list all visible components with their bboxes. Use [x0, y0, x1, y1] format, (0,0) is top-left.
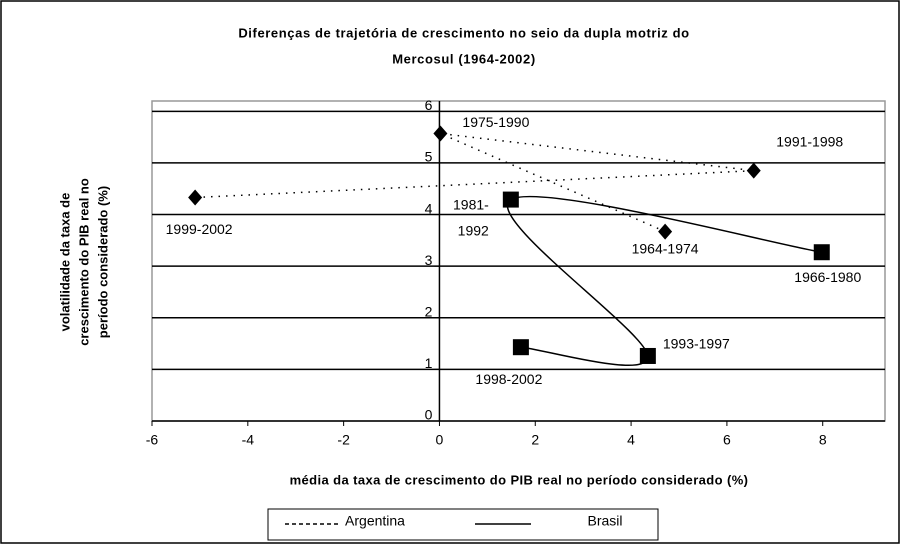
point-label: 1999-2002 — [166, 221, 233, 237]
chart-title: Mercosul (1964-2002) — [392, 51, 536, 66]
y-axis-label-line: crescimento do PIB real no — [76, 178, 91, 346]
marker — [502, 191, 519, 208]
legend-label: Argentina — [345, 513, 405, 529]
y-tick-label: 4 — [425, 200, 433, 216]
legend — [267, 508, 659, 541]
marker — [746, 162, 761, 179]
x-tick-label: 2 — [531, 432, 539, 448]
legend-label: Brasil — [587, 513, 622, 529]
point-label: 1992 — [458, 222, 489, 238]
y-tick-label: 3 — [425, 252, 433, 268]
chart-title: Diferenças de trajetória de crescimento … — [238, 25, 689, 40]
x-tick-label: 6 — [723, 432, 731, 448]
y-axis-label-line: período considerado (%) — [95, 186, 110, 338]
point-label: 1964-1974 — [632, 240, 699, 256]
y-tick-label: 1 — [425, 355, 433, 371]
y-axis-label: volatilidade da taxa de crescimento do P… — [57, 178, 110, 346]
point-label: 1991-1998 — [776, 133, 843, 149]
point-label: 1993-1997 — [663, 336, 730, 352]
marker — [188, 189, 203, 206]
point-label: 1975-1990 — [462, 114, 529, 130]
point-label: 1966-1980 — [794, 269, 861, 285]
y-tick-label: 6 — [425, 97, 433, 113]
y-tick-label: 0 — [425, 407, 433, 423]
point-label: 1998-2002 — [475, 371, 542, 387]
x-tick-label: -4 — [242, 432, 255, 448]
marker — [639, 347, 656, 364]
marker — [658, 223, 673, 240]
x-axis-label: média da taxa de crescimento do PIB real… — [290, 472, 749, 487]
marker — [433, 125, 448, 142]
y-axis-label-line: volatilidade da taxa de — [57, 193, 72, 332]
x-tick-label: 8 — [819, 432, 827, 448]
point-label: 1981- — [453, 196, 489, 212]
series-line — [506, 195, 822, 366]
plot-area — [151, 100, 886, 422]
marker — [813, 244, 830, 261]
series-line — [195, 132, 754, 233]
marker — [512, 339, 529, 356]
y-tick-label: 2 — [425, 303, 433, 319]
x-tick-label: 0 — [436, 432, 444, 448]
y-tick-label: 5 — [425, 149, 433, 165]
x-tick-label: -2 — [337, 432, 350, 448]
x-tick-label: 4 — [627, 432, 635, 448]
x-tick-label: -6 — [146, 432, 159, 448]
